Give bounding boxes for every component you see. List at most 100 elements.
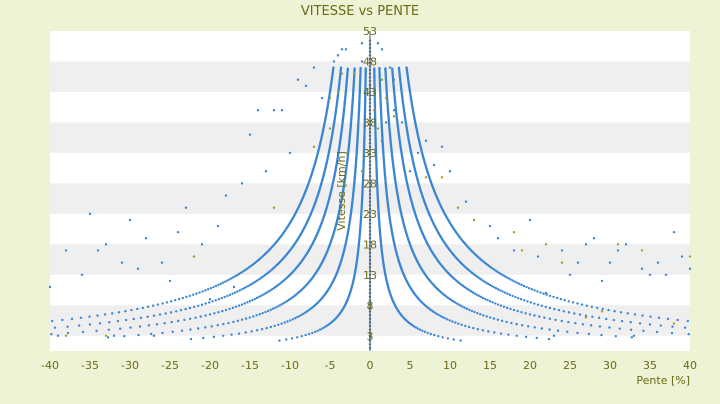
data-point: [591, 315, 594, 318]
data-point: [278, 304, 281, 307]
data-point: [53, 326, 57, 329]
data-point: [146, 305, 150, 308]
data-point: [391, 67, 394, 70]
x-tick-label: -5: [325, 359, 336, 372]
data-point: [453, 300, 456, 304]
data-point: [221, 309, 224, 313]
data-point: [657, 316, 661, 319]
data-point: [88, 323, 92, 326]
data-point: [196, 327, 200, 330]
data-point: [277, 323, 280, 327]
data-point: [499, 332, 503, 335]
data-point: [571, 301, 575, 304]
data-point: [514, 295, 517, 299]
data-point: [619, 311, 623, 314]
data-point: [540, 304, 543, 307]
data-point: [240, 318, 244, 321]
data-point: [171, 330, 174, 333]
data-point: [104, 243, 108, 246]
data-point: [238, 272, 241, 276]
data-point: [228, 307, 231, 311]
data-point: [448, 169, 452, 173]
data-point: [638, 322, 642, 325]
data-point: [242, 287, 246, 290]
data-point: [553, 307, 556, 311]
data-point: [257, 295, 261, 299]
data-point: [463, 306, 466, 309]
data-point: [439, 314, 442, 318]
data-point: [489, 316, 492, 319]
data-point: [260, 294, 263, 297]
data-point: [472, 218, 476, 222]
data-point: [224, 308, 228, 312]
data-point: [557, 308, 561, 312]
data-point: [380, 48, 384, 51]
data-point: [476, 327, 480, 331]
data-point: [223, 295, 226, 299]
data-point: [491, 301, 494, 304]
data-point: [476, 311, 479, 315]
data-point: [231, 292, 234, 295]
y-axis-label: Vitesse [km/h]: [335, 151, 348, 231]
y-tick-label: 18: [363, 238, 377, 251]
data-point: [282, 302, 285, 305]
data-point: [451, 320, 454, 323]
data-point: [632, 334, 636, 337]
data-point: [620, 319, 624, 323]
data-point: [459, 304, 462, 307]
data-point: [221, 281, 225, 284]
data-point: [487, 330, 490, 333]
data-point: [520, 249, 524, 252]
data-point: [676, 318, 679, 322]
data-point: [316, 329, 319, 332]
data-point: [272, 206, 276, 209]
data-point: [544, 243, 548, 246]
data-point: [496, 237, 500, 240]
data-point: [380, 78, 384, 81]
data-point: [66, 331, 70, 335]
data-point: [521, 324, 524, 327]
data-point: [614, 334, 617, 338]
data-point: [524, 312, 527, 315]
data-point: [560, 249, 564, 252]
data-point: [484, 297, 487, 301]
data-point: [283, 321, 286, 324]
data-point: [424, 139, 428, 142]
data-point: [236, 319, 240, 323]
data-point: [61, 318, 64, 322]
data-point: [666, 317, 670, 321]
data-point: [535, 336, 538, 340]
data-point: [376, 127, 380, 130]
data-point: [202, 336, 205, 340]
y-tick-label: 13: [363, 269, 377, 282]
data-point: [584, 314, 588, 317]
data-point: [469, 290, 473, 293]
data-point: [468, 308, 471, 312]
data-point: [516, 309, 519, 313]
data-point: [552, 334, 556, 337]
data-point: [523, 299, 526, 302]
data-point: [624, 243, 628, 246]
data-point: [169, 300, 173, 303]
data-point: [201, 290, 204, 293]
data-point: [467, 325, 471, 329]
data-point: [457, 322, 460, 325]
data-point: [88, 212, 92, 216]
data-point: [124, 309, 127, 313]
data-point: [189, 337, 193, 341]
data-point: [210, 325, 213, 328]
data-point: [659, 324, 663, 327]
data-point: [273, 324, 276, 328]
data-point: [536, 290, 539, 293]
data-point: [515, 322, 518, 326]
data-point: [232, 320, 235, 324]
data-point: [464, 324, 467, 328]
data-point: [488, 300, 492, 303]
data-point: [234, 274, 237, 278]
x-tick-label: 25: [563, 359, 577, 372]
data-point: [506, 292, 509, 295]
data-point: [584, 316, 588, 319]
data-point: [290, 337, 294, 340]
data-point: [525, 285, 528, 289]
